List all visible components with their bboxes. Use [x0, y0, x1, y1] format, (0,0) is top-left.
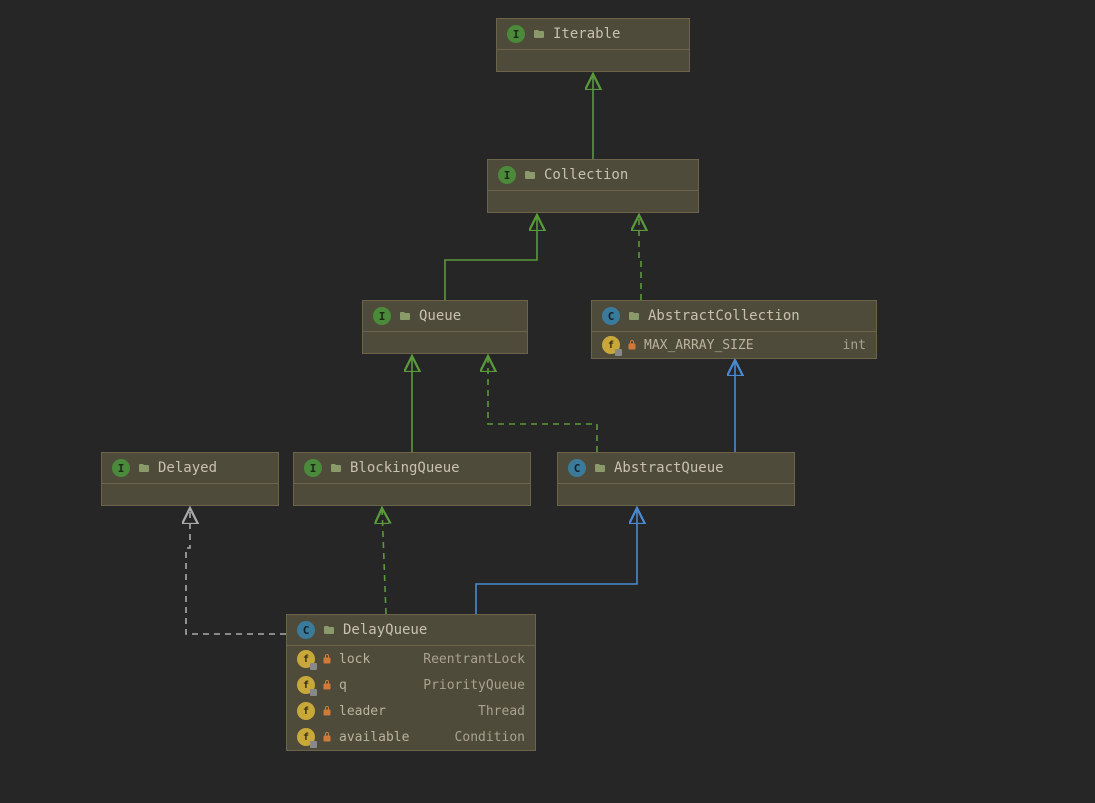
- field-type: int: [843, 338, 866, 353]
- edge: [488, 356, 597, 452]
- field-type: Condition: [455, 730, 525, 745]
- field-type: Thread: [478, 704, 525, 719]
- interface-icon: I: [304, 459, 322, 477]
- edge: [186, 508, 286, 634]
- node-header: I Delayed: [102, 453, 278, 483]
- node-body: [558, 483, 794, 505]
- field-name: q: [339, 678, 347, 693]
- node-blockingqueue[interactable]: I BlockingQueue: [293, 452, 531, 506]
- field-row: f q PriorityQueue: [287, 672, 535, 698]
- node-collection[interactable]: I Collection: [487, 159, 699, 213]
- node-label: Delayed: [158, 460, 217, 476]
- node-body: [294, 483, 530, 505]
- interface-icon: I: [498, 166, 516, 184]
- interface-icon: I: [112, 459, 130, 477]
- node-body: [363, 331, 527, 353]
- field-row: f MAX_ARRAY_SIZE int: [592, 332, 876, 358]
- node-queue[interactable]: I Queue: [362, 300, 528, 354]
- node-label: Collection: [544, 167, 628, 183]
- class-icon: C: [602, 307, 620, 325]
- interface-icon: I: [507, 25, 525, 43]
- node-label: AbstractCollection: [648, 308, 800, 324]
- edge: [476, 508, 637, 614]
- node-label: Queue: [419, 308, 461, 324]
- node-header: I Queue: [363, 301, 527, 331]
- node-header: I Collection: [488, 160, 698, 190]
- interface-icon: I: [373, 307, 391, 325]
- node-label: Iterable: [553, 26, 620, 42]
- field-row: f leader Thread: [287, 698, 535, 724]
- node-header: I Iterable: [497, 19, 689, 49]
- field-name: leader: [339, 704, 386, 719]
- edge: [382, 508, 386, 614]
- field-name: available: [339, 730, 409, 745]
- edge: [639, 215, 641, 300]
- node-header: C AbstractQueue: [558, 453, 794, 483]
- node-abstractcollection[interactable]: C AbstractCollection f MAX_ARRAY_SIZE int: [591, 300, 877, 359]
- field-name: lock: [339, 652, 370, 667]
- field-icon: f: [297, 728, 315, 746]
- field-icon: f: [602, 336, 620, 354]
- field-type: ReentrantLock: [423, 652, 525, 667]
- node-body: f MAX_ARRAY_SIZE int: [592, 331, 876, 358]
- node-label: DelayQueue: [343, 622, 427, 638]
- field-icon: f: [297, 676, 315, 694]
- field-row: f lock ReentrantLock: [287, 646, 535, 672]
- node-header: I BlockingQueue: [294, 453, 530, 483]
- field-type: PriorityQueue: [423, 678, 525, 693]
- field-row: f available Condition: [287, 724, 535, 750]
- field-icon: f: [297, 702, 315, 720]
- node-delayed[interactable]: I Delayed: [101, 452, 279, 506]
- class-icon: C: [297, 621, 315, 639]
- node-abstractqueue[interactable]: C AbstractQueue: [557, 452, 795, 506]
- node-body: [488, 190, 698, 212]
- node-header: C AbstractCollection: [592, 301, 876, 331]
- node-delayqueue[interactable]: C DelayQueue f lock ReentrantLock f q Priorit…: [286, 614, 536, 751]
- node-label: AbstractQueue: [614, 460, 724, 476]
- node-label: BlockingQueue: [350, 460, 460, 476]
- field-icon: f: [297, 650, 315, 668]
- field-name: MAX_ARRAY_SIZE: [644, 338, 754, 353]
- class-icon: C: [568, 459, 586, 477]
- node-body: [102, 483, 278, 505]
- node-body: [497, 49, 689, 71]
- node-header: C DelayQueue: [287, 615, 535, 645]
- edge: [445, 215, 537, 300]
- node-iterable[interactable]: I Iterable: [496, 18, 690, 72]
- edges-layer: [0, 0, 1095, 803]
- node-body: f lock ReentrantLock f q PriorityQueue f leader…: [287, 645, 535, 750]
